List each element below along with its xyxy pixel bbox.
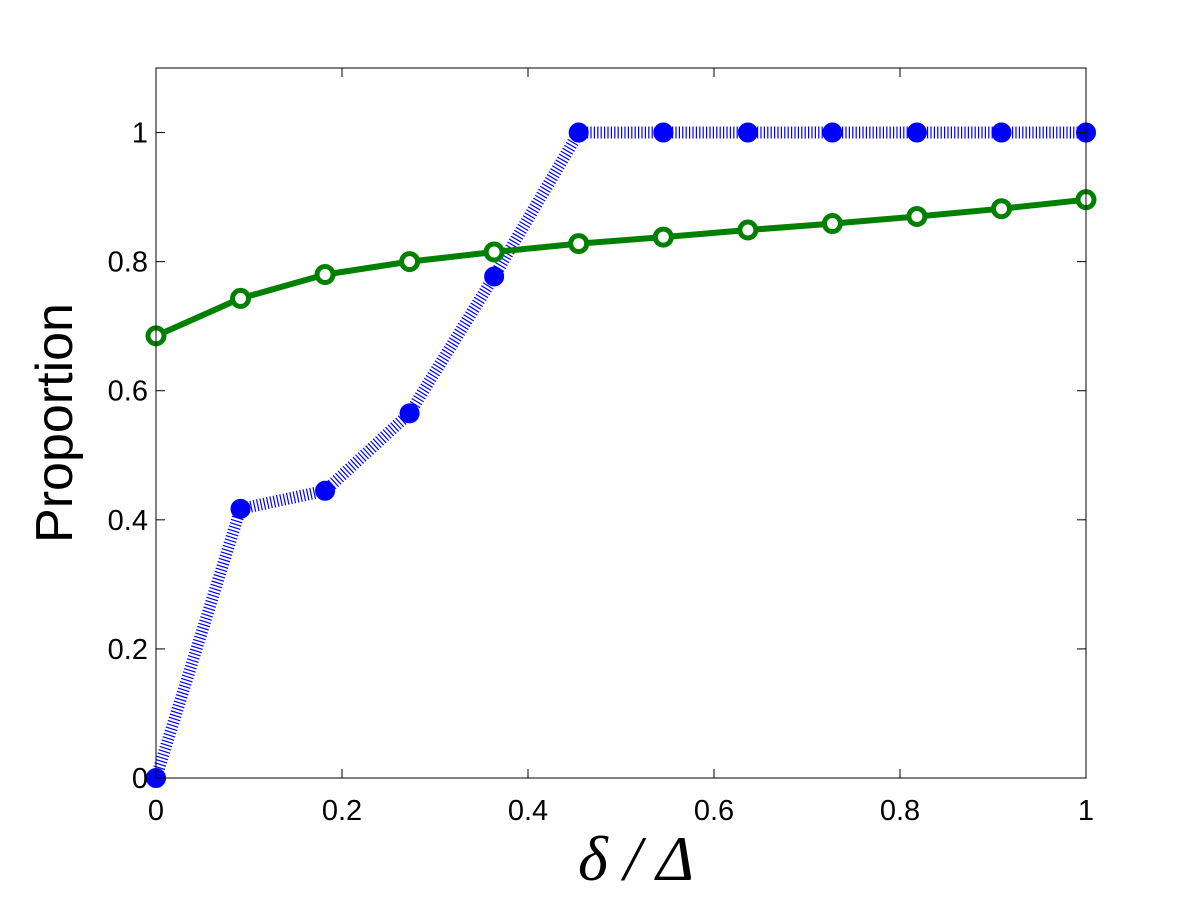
series-2-point — [990, 198, 1012, 220]
series-2-point — [230, 287, 252, 309]
x-tick-label: 0 — [148, 795, 164, 827]
y-tick-label: 0.6 — [108, 376, 148, 408]
x-tick-label: 0.6 — [694, 795, 734, 827]
series-2-point — [737, 219, 759, 241]
y-axis-label: Proportion — [26, 303, 84, 543]
series-2-point — [568, 233, 590, 255]
series-2-point — [483, 241, 505, 263]
series-1-point — [568, 122, 589, 143]
series-2-point — [652, 226, 674, 248]
series-2-point — [821, 213, 843, 235]
series-1-point — [822, 122, 843, 143]
y-tick-label: 0.8 — [108, 247, 148, 279]
axes-frame — [155, 67, 1087, 779]
series-1-point — [906, 122, 927, 143]
series-2-point — [906, 205, 928, 227]
y-tick-label: 0 — [132, 763, 148, 795]
y-tick-label: 0.4 — [108, 505, 148, 537]
x-axis-label: δ / Δ — [578, 823, 694, 894]
series-1-point — [991, 122, 1012, 143]
series-2-line — [154, 196, 1087, 339]
series-1-point — [399, 403, 420, 424]
series-2-point — [314, 264, 336, 286]
x-tick-label: 1 — [1078, 795, 1094, 827]
ticks: 0 0.2 0.4 0.6 0.8 1 0 0.2 0.4 0.6 0.8 1 — [108, 68, 1094, 827]
series-2-point — [399, 251, 421, 273]
x-tick-label: 0.4 — [508, 795, 548, 827]
series-1-point — [737, 122, 758, 143]
series-1-point — [653, 122, 674, 143]
series-1-line — [150, 126, 1086, 780]
plot-area — [145, 122, 1097, 788]
y-tick-label: 1 — [132, 118, 148, 150]
x-tick-label: 0.2 — [322, 795, 362, 827]
series-1-point — [484, 266, 505, 287]
y-tick-label: 0.2 — [108, 634, 148, 666]
series-1-point — [230, 498, 251, 519]
series-1-point — [315, 480, 336, 501]
x-tick-label: 0.8 — [880, 795, 920, 827]
